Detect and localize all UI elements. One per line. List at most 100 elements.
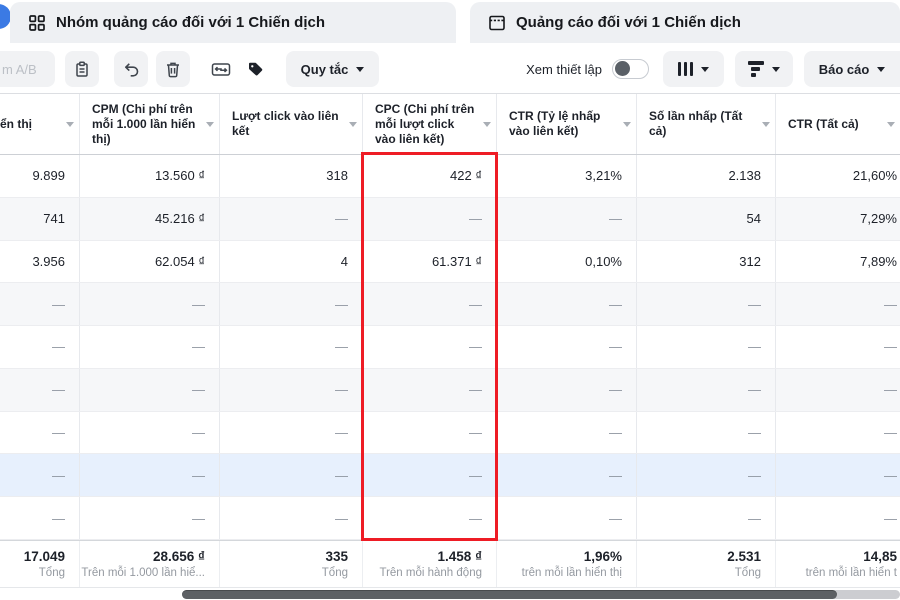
undo-button[interactable]: [114, 51, 148, 87]
table-cell: 54: [637, 197, 776, 240]
sort-caret-icon[interactable]: [762, 122, 770, 127]
breakdown-button[interactable]: [735, 51, 793, 87]
tag-icon: [247, 61, 264, 78]
edit-placement-button[interactable]: [204, 51, 238, 87]
totals-value: 1,96%: [583, 549, 622, 564]
clipboard-icon: [74, 60, 90, 78]
table-cell: —: [497, 283, 637, 326]
column-header-1[interactable]: CPM (Chi phí trên mỗi 1.000 lần hiển thị…: [80, 94, 220, 154]
columns-button[interactable]: [663, 51, 724, 87]
table-row[interactable]: — — — — — — —: [0, 497, 900, 540]
sort-caret-icon[interactable]: [349, 122, 357, 127]
table-cell: —: [884, 425, 897, 441]
campaign-tab-badge-icon: [0, 4, 11, 29]
breakdown-icon: [748, 61, 764, 77]
sort-caret-icon[interactable]: [66, 122, 74, 127]
table-row[interactable]: — — — — — — —: [0, 326, 900, 369]
tab-ad-sets-label: Nhóm quảng cáo đối với 1 Chiến dịch: [56, 14, 326, 31]
totals-cell: 2.531 Tổng: [637, 541, 776, 587]
table-cell: —: [0, 326, 80, 368]
table-cell: 3,21%: [497, 155, 637, 197]
totals-cell: 14,85 trên mỗi lần hiển t: [776, 541, 900, 587]
view-setup-toggle[interactable]: [612, 59, 649, 79]
ab-test-button[interactable]: m A/B: [0, 51, 55, 87]
table-cell: 741: [0, 197, 80, 240]
tab-ads[interactable]: Quảng cáo đối với 1 Chiến dịch: [470, 2, 900, 43]
table-cell: —: [497, 326, 637, 368]
table-cell: —: [363, 497, 497, 539]
tag-button[interactable]: [238, 51, 272, 87]
table-row[interactable]: 3.956 62.054 ₫ 4 61.371 ₫ 0,10% 312 7,89%: [0, 240, 900, 284]
totals-value: 17.049: [23, 549, 65, 564]
totals-cell: 1.458 ₫ Trên mỗi hành động: [363, 541, 497, 587]
table-cell: —: [80, 454, 220, 497]
column-header-4[interactable]: CTR (Tỷ lệ nhấp vào liên kết): [497, 94, 637, 154]
table-cell: —: [363, 411, 497, 454]
toolbar: m A/B: [0, 50, 900, 88]
totals-cell: 1,96% trên mỗi lần hiển thị: [497, 541, 637, 587]
chevron-down-icon: [877, 66, 886, 72]
table-cell: 13.560 ₫: [80, 155, 220, 197]
rules-button[interactable]: Quy tắc: [286, 51, 379, 87]
totals-value: 14,85: [863, 549, 897, 564]
rules-button-label: Quy tắc: [300, 61, 349, 77]
tab-ads-label: Quảng cáo đối với 1 Chiến dịch: [516, 14, 741, 31]
tab-bar: Nhóm quảng cáo đối với 1 Chiến dịch Quản…: [0, 0, 900, 43]
table-cell: —: [637, 497, 776, 539]
table-cell: —: [80, 368, 220, 411]
sort-caret-icon[interactable]: [623, 122, 631, 127]
table-cell: 3.956: [0, 240, 80, 283]
table-row[interactable]: — — — — — — —: [0, 283, 900, 327]
toggle-knob: [614, 61, 630, 76]
table-row[interactable]: 9.899 13.560 ₫ 318 422 ₫ 3,21% 2.138 21,60%: [0, 155, 900, 198]
columns-icon: [677, 62, 694, 76]
sort-caret-icon[interactable]: [483, 122, 491, 127]
table-cell: —: [497, 197, 637, 240]
report-button-label: Báo cáo: [818, 61, 870, 77]
table-totals-row: 17.049 Tổng 28.656 ₫ Trên mỗi 1.000 lần hiể…: [0, 540, 900, 588]
table-cell: 9.899: [0, 155, 80, 197]
table-cell: —: [220, 197, 363, 240]
duplicate-button[interactable]: [65, 51, 99, 87]
sort-caret-icon[interactable]: [887, 122, 895, 127]
table-cell: —: [637, 283, 776, 326]
table-cell: —: [637, 368, 776, 411]
table-row[interactable]: — — — — — — —: [0, 368, 900, 412]
totals-value: 1.458 ₫: [437, 549, 482, 564]
table-cell: —: [220, 283, 363, 326]
table-row[interactable]: — — — — — — —: [0, 411, 900, 455]
table-cell: —: [363, 368, 497, 411]
table-cell: —: [220, 454, 363, 497]
totals-label: trên mỗi lần hiển t: [805, 567, 897, 579]
table-cell: —: [80, 283, 220, 326]
table-cell: —: [884, 467, 897, 483]
view-setup-label: Xem thiết lập: [526, 61, 602, 77]
table-cell: —: [220, 411, 363, 454]
totals-label: Tổng: [734, 567, 761, 579]
table-cell: —: [884, 382, 897, 398]
table-cell: —: [363, 197, 497, 240]
table-row[interactable]: — — — — — — —: [0, 454, 900, 498]
table-cell: —: [884, 339, 897, 355]
column-header-2[interactable]: Lượt click vào liên kết: [220, 94, 363, 154]
table-cell: —: [637, 454, 776, 497]
table-cell: —: [220, 497, 363, 539]
column-header-3[interactable]: CPC (Chi phí trên mỗi lượt click vào liê…: [363, 94, 497, 154]
delete-button[interactable]: [156, 51, 190, 87]
chevron-down-icon: [772, 66, 780, 72]
totals-cell: 28.656 ₫ Trên mỗi 1.000 lần hiể...: [80, 541, 220, 587]
table-cell: 318: [220, 155, 363, 197]
column-header-0[interactable]: ển thị: [0, 94, 80, 154]
column-header-5[interactable]: Số lần nhấp (Tất cả): [637, 94, 776, 154]
sort-caret-icon[interactable]: [206, 122, 214, 127]
table-row[interactable]: 741 45.216 ₫ — — —54 7,29%: [0, 197, 900, 241]
tab-ad-sets[interactable]: Nhóm quảng cáo đối với 1 Chiến dịch: [10, 2, 456, 43]
table-cell: 61.371 ₫: [363, 240, 497, 283]
table-cell: 7,89%: [860, 253, 897, 269]
report-button[interactable]: Báo cáo: [804, 51, 900, 87]
ab-test-button-label: m A/B: [2, 61, 37, 77]
swap-arrows-icon: [211, 61, 231, 78]
horizontal-scrollbar-thumb[interactable]: [182, 590, 837, 599]
column-header-6[interactable]: CTR (Tất cả): [776, 94, 900, 154]
